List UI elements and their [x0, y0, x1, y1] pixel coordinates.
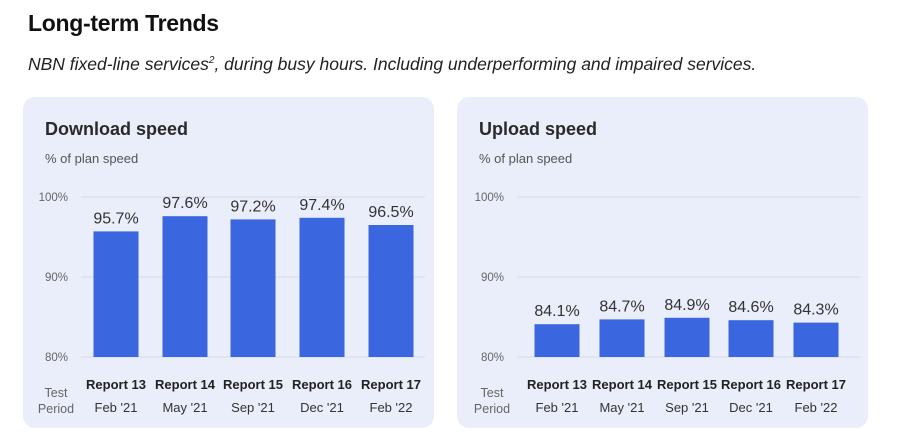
- x-tick-label: Report 16: [721, 377, 781, 392]
- x-tick-sublabel: Sep '21: [231, 400, 275, 415]
- x-tick-label: Report 17: [786, 377, 846, 392]
- bar: [728, 320, 774, 357]
- x-tick-label: Report 17: [361, 377, 421, 392]
- x-tick-sublabel: Feb '21: [95, 400, 138, 415]
- bar: [162, 216, 208, 357]
- x-tick-label: Report 15: [223, 377, 283, 392]
- x-tick-label: Report 14: [592, 377, 653, 392]
- x-tick-sublabel: Dec '21: [729, 400, 773, 415]
- x-tick-sublabel: Feb '22: [370, 400, 413, 415]
- x-tick-label: Report 16: [292, 377, 352, 392]
- x-tick-sublabel: May '21: [162, 400, 207, 415]
- download-speed-card: Download speed % of plan speed 80% 90% 100…: [23, 97, 434, 428]
- bar: [599, 319, 645, 357]
- page-subtitle: NBN fixed-line services2, during busy ho…: [28, 54, 757, 74]
- page-title: Long-term Trends: [28, 10, 219, 36]
- chart-title: Upload speed: [479, 119, 598, 139]
- upload-speed-card: Upload speed % of plan speed 80% 90% 100% T…: [457, 97, 868, 428]
- x-tick-label: Report 15: [657, 377, 717, 392]
- x-tick-label: Report 14: [155, 377, 216, 392]
- x-tick-sublabel: Sep '21: [665, 400, 709, 415]
- y-tick-label: 80%: [45, 352, 68, 364]
- x-axis-label-line: Test: [481, 386, 504, 400]
- x-tick-label: Report 13: [527, 377, 587, 392]
- x-axis-label-line: Period: [38, 402, 74, 416]
- chart-title: Download speed: [45, 119, 189, 139]
- data-label: 96.5%: [368, 204, 413, 221]
- x-tick-sublabel: May '21: [599, 400, 644, 415]
- bar: [793, 322, 839, 357]
- y-tick-label: 90%: [481, 272, 504, 284]
- data-label: 97.2%: [230, 198, 275, 215]
- x-axis-label-line: Period: [474, 402, 510, 416]
- data-label: 84.9%: [664, 297, 709, 314]
- x-tick-sublabel: Feb '22: [795, 400, 838, 415]
- x-tick-sublabel: Dec '21: [300, 400, 344, 415]
- bar: [299, 217, 345, 357]
- y-tick-label: 90%: [45, 272, 68, 284]
- bar: [534, 324, 580, 357]
- data-label: 84.3%: [793, 302, 838, 319]
- y-tick-label: 100%: [39, 192, 68, 204]
- x-tick-label: Report 13: [86, 377, 146, 392]
- y-tick-label: 80%: [481, 352, 504, 364]
- data-label: 84.6%: [728, 299, 773, 316]
- data-label: 95.7%: [93, 210, 138, 227]
- download-speed-chart: 80% 90% 100% Test Period 95.7% Report 13 Feb '2…: [38, 192, 425, 416]
- y-axis-label: % of plan speed: [45, 151, 139, 166]
- bar: [664, 317, 710, 357]
- bar: [230, 219, 276, 357]
- data-label: 97.4%: [299, 197, 344, 214]
- bar: [368, 225, 414, 357]
- x-axis-label-line: Test: [45, 386, 68, 400]
- data-label: 97.6%: [162, 195, 207, 212]
- y-axis-label: % of plan speed: [479, 151, 573, 166]
- data-label: 84.7%: [599, 298, 644, 315]
- bar: [93, 231, 139, 357]
- y-tick-label: 100%: [475, 192, 504, 204]
- data-label: 84.1%: [534, 303, 579, 320]
- x-tick-sublabel: Feb '21: [536, 400, 579, 415]
- upload-speed-chart: 80% 90% 100% Test Period 84.1% Report 13 Feb '2…: [474, 192, 860, 416]
